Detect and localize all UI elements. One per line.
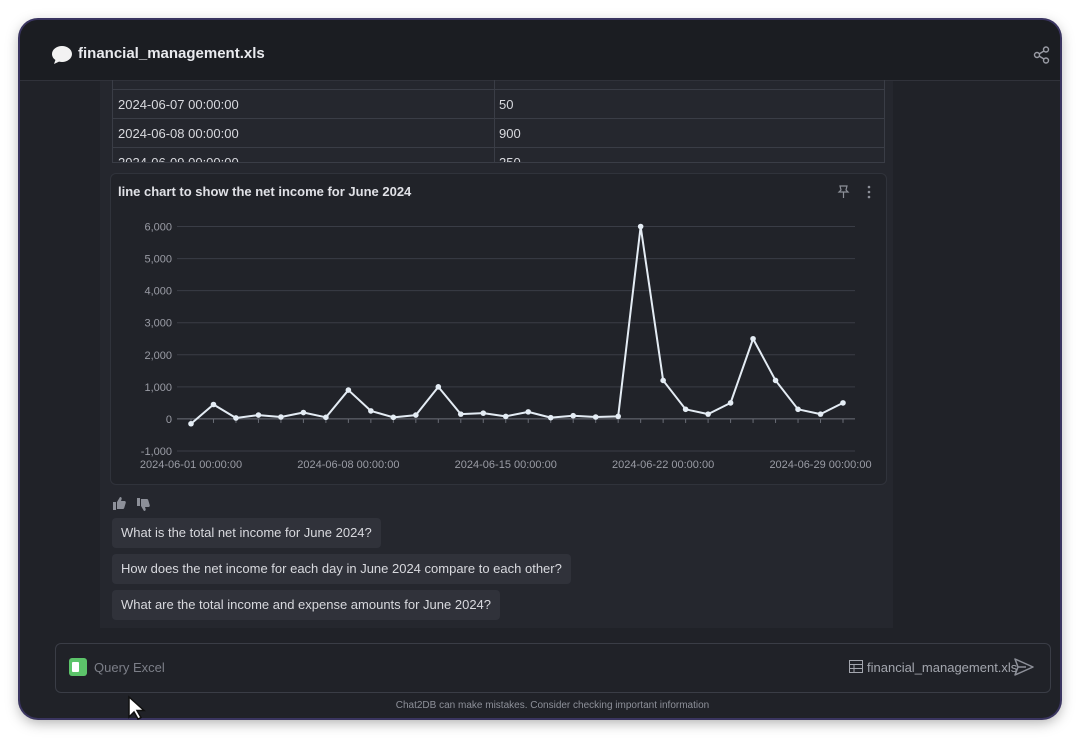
excel-icon [69,658,87,676]
data-point [817,411,824,417]
data-point [413,412,419,418]
data-point [795,406,801,413]
pin-button[interactable] [837,185,850,198]
data-point [502,413,509,420]
x-tick-label: 2024-06-15 00:00:00 [455,459,557,471]
suggestion-chip[interactable]: How does the net income for each day in … [112,554,571,584]
disclaimer: Chat2DB can make mistakes. Consider chec… [395,700,710,711]
x-tick-label: 2024-06-08 00:00:00 [297,459,399,471]
chart-title: line chart to show the net income for Ju… [118,184,412,199]
mouse-cursor [128,695,146,720]
data-point [615,413,621,420]
data-point [210,401,217,408]
x-tick-label: 2024-06-01 00:00:00 [140,459,242,471]
suggestion-chip[interactable]: What are the total income and expense am… [112,590,501,620]
data-point [300,409,307,416]
y-tick-label: -1,000 [141,446,172,458]
data-point [750,335,756,342]
chart-card [110,173,887,485]
data-point [368,408,374,414]
data-point [727,400,734,406]
cell: 50 [499,97,514,112]
table-row: 2024-06-08 00:00:00 900 [113,118,884,148]
cell: 2024-06-07 00:00:00 [118,97,239,112]
more-button[interactable] [867,185,871,199]
data-point [525,409,532,415]
data-point [592,414,599,420]
thumbs-up[interactable] [113,497,126,510]
cell: 900 [499,126,521,141]
data-point [547,414,554,421]
data-point [705,411,711,417]
table-row: 2024-06-09 00:00:00 250 [113,147,884,163]
data-point [323,414,329,421]
data-point [457,411,464,417]
x-tick-label: 2024-06-22 00:00:00 [612,459,714,471]
data-point [278,414,284,420]
table-row: 2024-06-07 00:00:00 50 [113,89,884,119]
title: financial_management.xls [78,45,265,62]
y-tick-label: 4,000 [144,286,172,298]
data-point [570,412,577,419]
chat-icon [52,46,72,64]
send-button[interactable] [1014,658,1034,676]
cell: 2024-06-08 00:00:00 [118,126,239,141]
header [20,20,1060,81]
data-point [255,412,262,418]
line [190,225,844,425]
suggestion-chip[interactable]: What is the total net income for June 20… [112,518,381,548]
y-tick-label: 5,000 [144,254,172,266]
y-tick-label: 3,000 [144,318,172,330]
thumbs-down[interactable] [137,498,150,511]
data-point [233,415,239,421]
data-point [188,420,194,427]
data-point [840,400,846,406]
y-tick-label: 0 [166,414,172,426]
cell: 2024-06-09 00:00:00 [118,155,239,163]
data-point [390,414,397,421]
query-input[interactable] [55,643,1051,693]
input-placeholder: Query Excel [94,660,165,675]
x-tick-label: 2024-06-29 00:00:00 [769,459,871,471]
data-table: 2024-06-07 00:00:00 50 2024-06-08 00:00:0… [112,80,885,163]
data-point [660,377,666,384]
data-point [435,384,442,390]
data-point [682,406,689,413]
data-point [637,223,644,230]
data-point [480,410,487,416]
data-point [772,377,779,384]
y-tick-label: 6,000 [144,222,172,234]
cell: 250 [499,155,521,163]
column-divider [494,80,495,162]
y-tick-label: 2,000 [144,350,172,362]
selected-file[interactable]: financial_management.xls [867,660,1018,675]
table-icon [849,660,863,673]
data-point [345,387,352,393]
y-tick-label: 1,000 [144,382,172,394]
share-button[interactable] [1033,46,1051,64]
